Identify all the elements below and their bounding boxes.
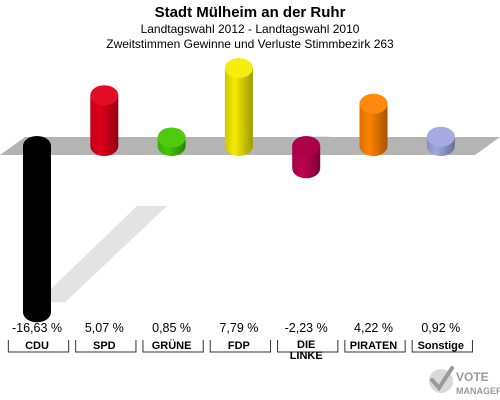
bars (23, 58, 455, 323)
value-label: -16,63 % (12, 321, 62, 335)
bar-body (224, 68, 253, 156)
axis-tick (411, 340, 473, 353)
axis-tick (75, 340, 137, 353)
value-label: 0,85 % (152, 321, 191, 335)
category-label: DIE LINKE (290, 339, 323, 362)
category-label: Sonstige (418, 340, 464, 352)
bar-shadows (31, 136, 330, 303)
category-label: SPD (93, 340, 116, 352)
category-label: PIRATEN (350, 340, 398, 352)
category-labels: CDU SPD GRÜNE FDP DIE LINKE PIRATEN Sonstige (25, 339, 464, 362)
axis-tick (277, 340, 339, 353)
bar-cap (90, 85, 119, 106)
checkmark-icon (429, 366, 454, 393)
category-label: CDU (25, 340, 49, 352)
value-label: 4,22 % (354, 321, 393, 335)
bar-cap (23, 136, 51, 156)
bar-body (90, 95, 119, 156)
bar-cap (224, 58, 253, 79)
bar-body (359, 103, 388, 156)
bar-cdu (23, 136, 51, 323)
bar-cap (292, 136, 321, 156)
vote-manager-logo: VOTE MANAGER (429, 366, 500, 396)
bar-cap (157, 127, 186, 148)
axis-tick (344, 340, 406, 353)
bar-spd (90, 85, 119, 156)
axis-tick (142, 340, 204, 353)
bar-shadow (37, 206, 167, 303)
bar-cap (426, 126, 455, 147)
axis-tick (209, 340, 272, 353)
category-axis (7, 340, 473, 353)
bar-piraten (359, 93, 388, 156)
bar-sonstige (426, 126, 455, 156)
axis-tick (7, 340, 70, 353)
logo-line-2: MANAGER (456, 386, 500, 396)
value-label: -2,23 % (285, 321, 328, 335)
value-label: 0,92 % (421, 321, 460, 335)
bar-cap (359, 93, 388, 114)
category-label: FDP (228, 340, 250, 352)
bar-fdp (224, 58, 253, 156)
value-label: 5,07 % (85, 321, 124, 335)
chart-subtitle-2: Zweitstimmen Gewinne und Verluste Stimmb… (106, 37, 394, 51)
chart-subtitle-1: Landtagswahl 2012 - Landtagswahl 2010 (141, 22, 360, 36)
bar-body (23, 146, 51, 323)
value-label: 7,79 % (219, 321, 258, 335)
value-labels: -16,63 % 5,07 % 0,85 % 7,79 % -2,23 % 4,22 % 0… (12, 321, 460, 335)
bar-grüne (157, 127, 186, 156)
chart-title: Stadt Mülheim an der Ruhr (155, 4, 346, 21)
logo-line-1: VOTE (456, 370, 489, 384)
bar-die-linke (292, 136, 321, 179)
category-label: GRÜNE (152, 339, 192, 352)
